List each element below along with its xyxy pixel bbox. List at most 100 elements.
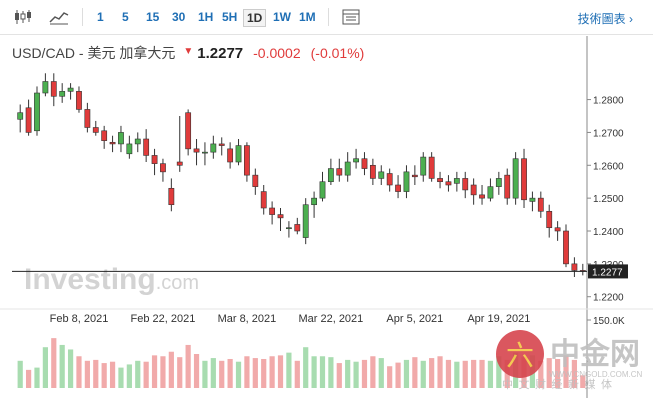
candle[interactable]	[294, 217, 301, 235]
candle[interactable]	[563, 224, 569, 268]
candle[interactable]	[319, 171, 326, 202]
volume-bar	[286, 352, 292, 388]
candle[interactable]	[386, 168, 393, 192]
candle[interactable]	[537, 191, 544, 218]
candle[interactable]	[327, 158, 334, 185]
candle[interactable]	[369, 158, 376, 185]
candle[interactable]	[395, 175, 401, 199]
candle-body	[344, 161, 351, 176]
candle[interactable]	[202, 142, 208, 166]
candle[interactable]	[453, 171, 460, 192]
candle[interactable]	[84, 102, 91, 133]
candle[interactable]	[227, 142, 234, 169]
candle-body	[244, 145, 250, 176]
candle[interactable]	[252, 168, 259, 195]
interval-5h[interactable]: 5H	[222, 10, 238, 24]
candle[interactable]	[428, 152, 435, 182]
volume-bar	[345, 359, 351, 388]
candle[interactable]	[512, 152, 519, 205]
candle[interactable]	[244, 142, 250, 182]
candle-body	[101, 130, 108, 141]
candle[interactable]	[17, 104, 24, 133]
candle[interactable]	[151, 148, 158, 176]
candle[interactable]	[134, 132, 141, 153]
candle[interactable]	[34, 86, 40, 136]
candle[interactable]	[92, 120, 99, 136]
candle[interactable]	[420, 152, 427, 182]
interval-1h[interactable]: 1H	[198, 10, 214, 24]
candle[interactable]	[143, 129, 150, 162]
candle[interactable]	[353, 148, 359, 169]
interval-15m[interactable]: 15	[146, 10, 160, 24]
candle[interactable]	[50, 73, 57, 107]
candle[interactable]	[193, 139, 200, 166]
candle[interactable]	[185, 109, 192, 156]
candle[interactable]	[403, 165, 410, 199]
candle[interactable]	[176, 116, 183, 172]
candle[interactable]	[344, 152, 351, 182]
candle[interactable]	[59, 83, 66, 103]
candle[interactable]	[277, 208, 284, 231]
candle[interactable]	[554, 221, 561, 241]
interval-30m[interactable]: 30	[172, 10, 186, 24]
table-view-icon[interactable]	[340, 7, 362, 27]
candle[interactable]	[25, 99, 32, 136]
line-chart-icon[interactable]	[48, 7, 70, 27]
candle[interactable]	[269, 201, 276, 225]
time-axis: Feb 8, 2021 Feb 22, 2021 Mar 8, 2021 Mar 22…	[50, 313, 531, 325]
chart-grid	[0, 36, 653, 398]
candle[interactable]	[437, 171, 443, 189]
candle-body	[25, 107, 32, 133]
candle[interactable]	[546, 204, 553, 238]
candle[interactable]	[411, 165, 418, 185]
candle[interactable]	[378, 165, 385, 185]
candle[interactable]	[462, 171, 469, 199]
candle[interactable]	[42, 73, 49, 97]
technical-chart-label: 技術圖表	[577, 12, 626, 26]
candle[interactable]	[504, 168, 511, 205]
candle[interactable]	[235, 139, 242, 166]
volume-bar	[151, 355, 158, 388]
candle[interactable]	[470, 178, 477, 205]
candle[interactable]	[126, 135, 133, 159]
interval-1m[interactable]: 1	[97, 10, 104, 24]
candle[interactable]	[118, 125, 124, 153]
candle[interactable]	[521, 148, 527, 208]
candle[interactable]	[218, 137, 225, 156]
quote-header: USD/CAD - 美元 加拿大元 ▼ 1.2277 -0.0002 (-0.0…	[12, 43, 364, 63]
candle[interactable]	[311, 191, 317, 218]
interval-1d[interactable]: 1D	[243, 9, 267, 27]
candle[interactable]	[101, 125, 108, 149]
candle[interactable]	[67, 83, 74, 100]
interval-1w[interactable]: 1W	[273, 10, 291, 24]
interval-5m[interactable]: 5	[122, 10, 129, 24]
candle[interactable]	[160, 158, 166, 182]
candle[interactable]	[286, 221, 292, 238]
candle[interactable]	[495, 171, 502, 195]
candle[interactable]	[168, 178, 175, 212]
candle[interactable]	[336, 158, 343, 182]
candle[interactable]	[445, 175, 452, 192]
candle-body	[277, 214, 284, 219]
candle[interactable]	[571, 257, 578, 277]
candle[interactable]	[361, 152, 368, 176]
candle-body	[17, 112, 24, 120]
volume-bar	[235, 361, 242, 388]
candle[interactable]	[210, 135, 217, 159]
candle[interactable]	[260, 185, 267, 215]
candle-body	[428, 156, 435, 179]
candle-body	[67, 87, 74, 92]
interval-1mo[interactable]: 1M	[299, 10, 316, 24]
candle-body	[235, 145, 242, 163]
candle[interactable]	[109, 135, 116, 153]
candle[interactable]	[529, 191, 536, 212]
candle[interactable]	[479, 185, 485, 205]
candlestick-icon[interactable]	[12, 7, 34, 27]
candle[interactable]	[76, 86, 82, 113]
candle[interactable]	[302, 198, 309, 245]
candle[interactable]	[487, 178, 494, 202]
technical-chart-link[interactable]: 技術圖表 ›	[578, 10, 633, 27]
volume-bar	[303, 347, 309, 388]
candle[interactable]	[579, 263, 586, 276]
